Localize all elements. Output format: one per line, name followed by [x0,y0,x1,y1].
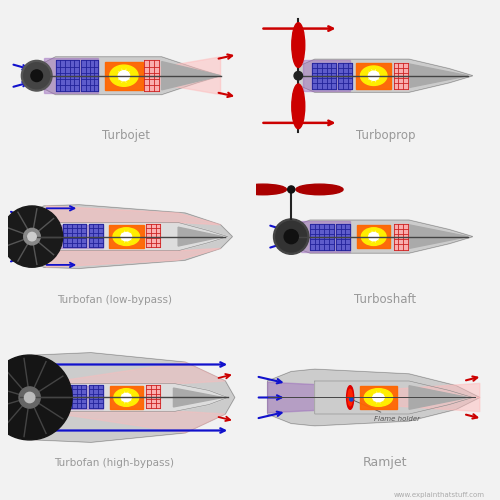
Polygon shape [338,63,352,88]
Polygon shape [56,225,102,248]
Polygon shape [146,224,160,247]
Circle shape [24,228,40,245]
Polygon shape [46,248,220,268]
Ellipse shape [118,71,130,81]
Polygon shape [298,59,472,92]
Polygon shape [44,384,228,411]
Polygon shape [178,227,223,246]
Ellipse shape [373,394,384,402]
Polygon shape [374,398,480,411]
Polygon shape [36,57,220,94]
Ellipse shape [292,84,305,129]
Text: Flame holder: Flame holder [354,400,420,422]
Ellipse shape [114,388,138,406]
Polygon shape [46,222,228,251]
Circle shape [31,70,42,82]
Polygon shape [110,386,143,409]
Polygon shape [162,62,220,90]
Polygon shape [144,60,160,91]
Circle shape [276,222,306,252]
Polygon shape [56,386,102,409]
Polygon shape [303,60,350,91]
Circle shape [19,387,40,408]
Text: Turboprop: Turboprop [356,130,415,142]
Ellipse shape [364,388,392,406]
Circle shape [284,230,298,243]
Polygon shape [374,384,480,398]
Polygon shape [20,352,234,442]
Circle shape [274,219,309,254]
Polygon shape [409,64,468,88]
Polygon shape [88,224,102,247]
Ellipse shape [348,389,352,406]
Polygon shape [394,224,408,250]
Text: Ramjet: Ramjet [363,456,408,469]
Text: www.explainthatstuff.com: www.explainthatstuff.com [394,492,485,498]
Polygon shape [82,60,98,91]
Polygon shape [300,222,350,252]
Ellipse shape [292,22,305,68]
Ellipse shape [113,228,140,246]
Polygon shape [268,382,338,413]
Polygon shape [20,355,226,384]
Polygon shape [360,386,398,409]
Ellipse shape [122,394,131,402]
Circle shape [294,72,302,80]
Polygon shape [56,60,79,91]
Circle shape [28,232,36,241]
Ellipse shape [360,66,387,86]
Polygon shape [315,381,472,414]
Polygon shape [268,369,480,426]
Polygon shape [108,225,144,248]
Polygon shape [160,76,220,94]
Polygon shape [310,224,334,250]
Polygon shape [20,412,226,440]
Circle shape [24,392,35,402]
Text: Turbofan (low-bypass): Turbofan (low-bypass) [57,294,172,304]
Circle shape [2,206,62,268]
Polygon shape [28,205,233,268]
Ellipse shape [110,65,138,86]
Polygon shape [336,224,350,250]
Polygon shape [409,386,468,409]
Polygon shape [44,58,98,94]
Circle shape [288,186,294,193]
Text: Turboshaft: Turboshaft [354,292,416,306]
Polygon shape [357,225,390,248]
Polygon shape [62,224,86,247]
Polygon shape [105,62,143,90]
Polygon shape [160,57,220,76]
Polygon shape [291,220,472,253]
Ellipse shape [346,386,354,409]
Polygon shape [356,63,392,88]
Ellipse shape [368,71,379,81]
Polygon shape [312,63,336,88]
Polygon shape [88,384,102,408]
Circle shape [350,398,353,401]
Text: Turbofan (high-bypass): Turbofan (high-bypass) [54,458,174,468]
Circle shape [0,355,72,440]
Polygon shape [46,206,220,225]
Polygon shape [146,384,160,408]
Ellipse shape [369,232,378,240]
Polygon shape [174,388,223,407]
Text: Turbojet: Turbojet [102,130,150,142]
Circle shape [22,60,52,91]
Polygon shape [409,225,468,248]
Polygon shape [62,384,86,408]
Ellipse shape [362,228,386,246]
Ellipse shape [296,184,343,195]
Ellipse shape [121,232,132,240]
Ellipse shape [240,184,286,195]
Circle shape [24,62,50,88]
Polygon shape [394,63,408,88]
